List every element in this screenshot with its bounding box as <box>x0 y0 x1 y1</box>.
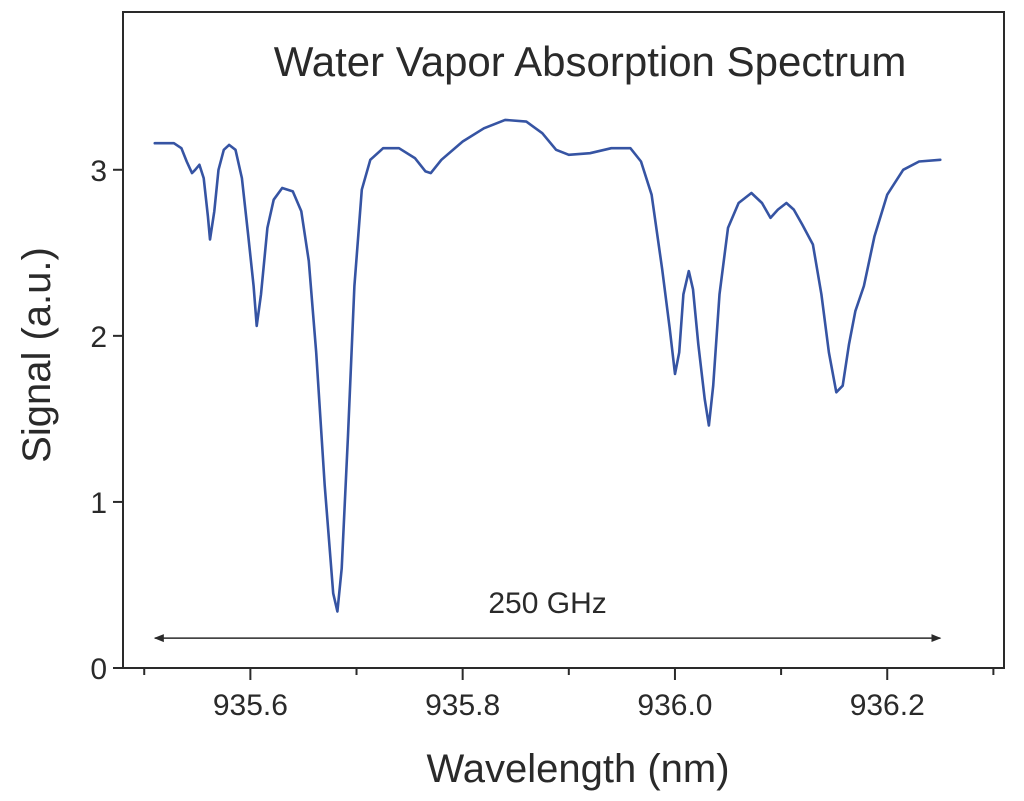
chart-title: Water Vapor Absorption Spectrum <box>274 38 907 85</box>
y-tick-label: 0 <box>90 653 107 686</box>
y-tick-label: 3 <box>90 155 107 188</box>
bandwidth-annotation: 250 GHz <box>488 587 606 620</box>
y-tick-label: 2 <box>90 321 107 354</box>
x-tick-label: 935.8 <box>425 689 500 722</box>
plot-frame <box>122 11 1005 669</box>
signal-series-line <box>153 118 942 613</box>
axis-tick-labels: 935.6 935.8 936.0 936.2 0 1 2 3 <box>90 155 924 722</box>
x-tick-label: 936.2 <box>850 689 925 722</box>
y-tick-label: 1 <box>90 487 107 520</box>
axis-ticks <box>113 168 995 680</box>
x-tick-label: 936.0 <box>637 689 712 722</box>
x-axis-label: Wavelength (nm) <box>426 747 729 791</box>
y-axis-label: Signal (a.u.) <box>15 247 59 463</box>
x-tick-label: 935.6 <box>213 689 288 722</box>
